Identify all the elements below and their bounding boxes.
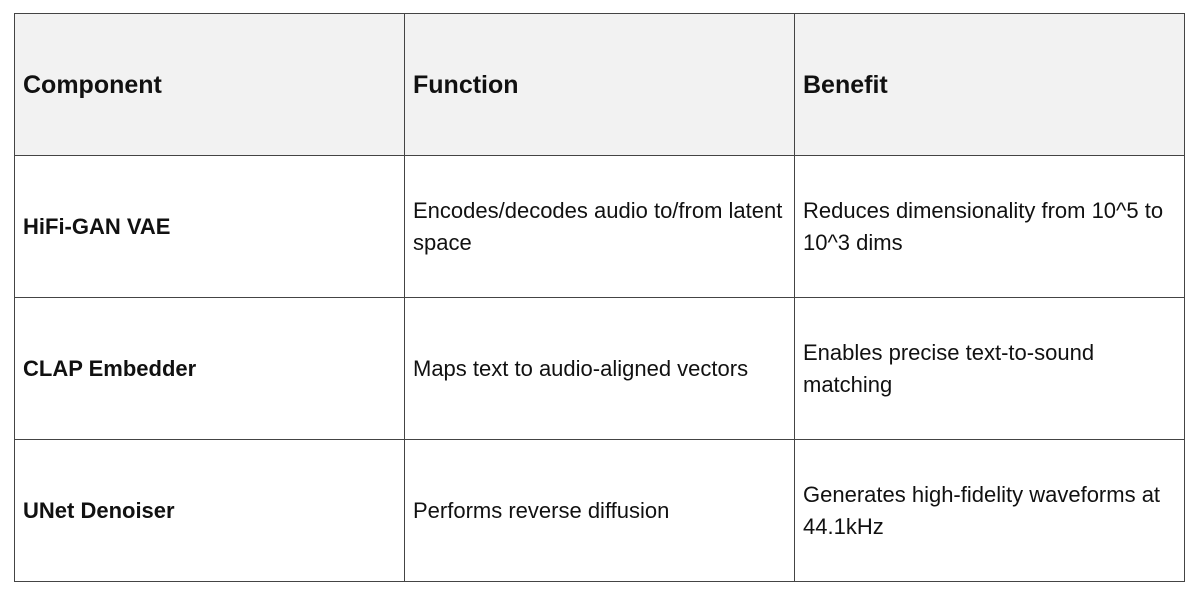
cell-function: Performs reverse diffusion bbox=[404, 439, 795, 582]
cell-function: Encodes/decodes audio to/from latent spa… bbox=[404, 155, 795, 298]
table-header-row: Component Function Benefit bbox=[14, 13, 1185, 156]
cell-function: Maps text to audio-aligned vectors bbox=[404, 297, 795, 440]
header-component: Component bbox=[14, 13, 405, 156]
table-row: CLAP Embedder Maps text to audio-aligned… bbox=[14, 297, 1185, 440]
header-function: Function bbox=[404, 13, 795, 156]
cell-component: UNet Denoiser bbox=[14, 439, 405, 582]
table-row: HiFi-GAN VAE Encodes/decodes audio to/fr… bbox=[14, 155, 1185, 298]
cell-component: HiFi-GAN VAE bbox=[14, 155, 405, 298]
table-row: UNet Denoiser Performs reverse diffusion… bbox=[14, 439, 1185, 582]
cell-component: CLAP Embedder bbox=[14, 297, 405, 440]
cell-benefit: Generates high-fidelity waveforms at 44.… bbox=[794, 439, 1185, 582]
component-table: Component Function Benefit HiFi-GAN VAE … bbox=[14, 13, 1185, 582]
header-benefit: Benefit bbox=[794, 13, 1185, 156]
cell-benefit: Reduces dimensionality from 10^5 to 10^3… bbox=[794, 155, 1185, 298]
cell-benefit: Enables precise text-to-sound matching bbox=[794, 297, 1185, 440]
